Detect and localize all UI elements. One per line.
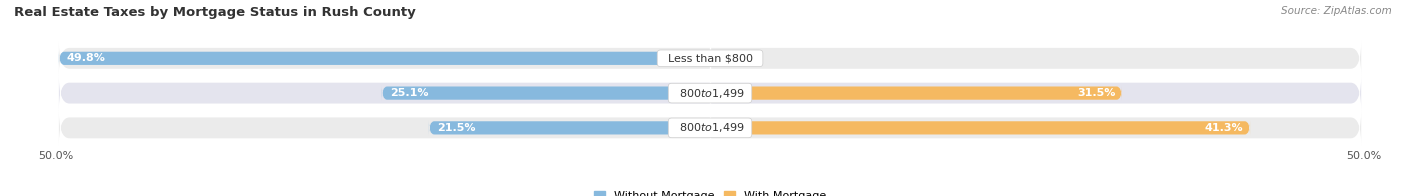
Text: $800 to $1,499: $800 to $1,499 [672,87,748,100]
FancyBboxPatch shape [707,51,716,66]
Text: Less than $800: Less than $800 [661,53,759,63]
FancyBboxPatch shape [710,121,1250,135]
Text: 31.5%: 31.5% [1077,88,1115,98]
FancyBboxPatch shape [429,121,710,135]
FancyBboxPatch shape [59,76,1361,111]
FancyBboxPatch shape [59,51,710,66]
Text: 21.5%: 21.5% [437,123,475,133]
Text: Real Estate Taxes by Mortgage Status in Rush County: Real Estate Taxes by Mortgage Status in … [14,6,416,19]
Text: 0.22%: 0.22% [723,53,762,63]
FancyBboxPatch shape [59,41,1361,76]
FancyBboxPatch shape [59,111,1361,145]
Text: $800 to $1,499: $800 to $1,499 [672,121,748,134]
FancyBboxPatch shape [710,86,1122,100]
Text: 41.3%: 41.3% [1205,123,1243,133]
Text: 25.1%: 25.1% [389,88,429,98]
Legend: Without Mortgage, With Mortgage: Without Mortgage, With Mortgage [595,191,825,196]
Text: 49.8%: 49.8% [66,53,105,63]
Text: Source: ZipAtlas.com: Source: ZipAtlas.com [1281,6,1392,16]
FancyBboxPatch shape [382,86,710,100]
